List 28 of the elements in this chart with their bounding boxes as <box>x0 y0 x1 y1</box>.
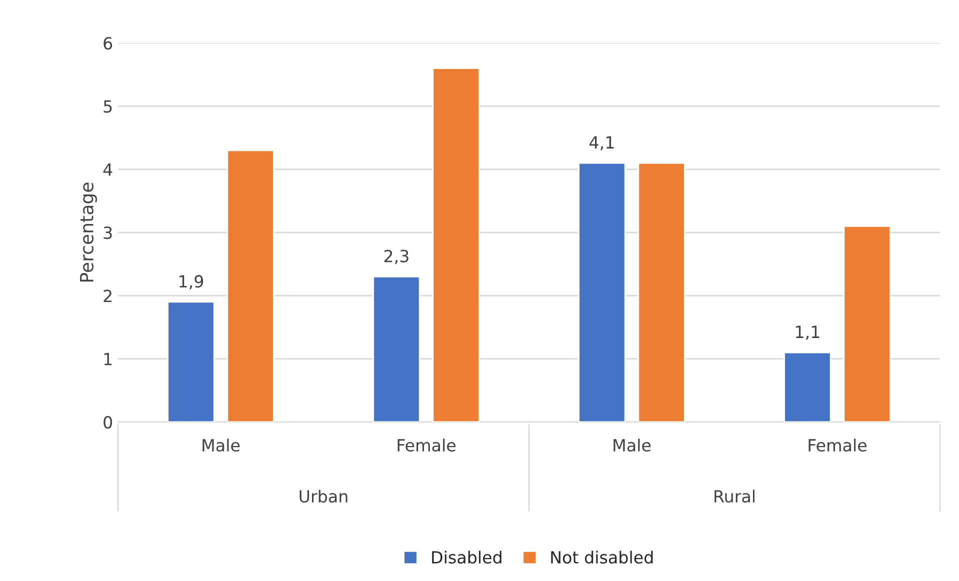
bar <box>578 162 626 422</box>
x-tick-label: Male <box>202 438 240 452</box>
bar <box>843 225 891 422</box>
y-tick-label: 1 <box>104 353 112 366</box>
y-axis-title: Percentage <box>80 182 97 282</box>
x-tick-label: Female <box>808 438 866 452</box>
bar <box>638 162 686 422</box>
bar <box>784 352 832 422</box>
data-label: 1,1 <box>796 326 820 340</box>
bar <box>432 68 480 422</box>
y-tick-label: 3 <box>104 226 112 240</box>
y-tick-label: 6 <box>104 36 112 50</box>
x-tick-label: Female <box>398 438 456 452</box>
y-tick-label: 0 <box>104 416 112 429</box>
y-tick-label: 4 <box>103 164 112 176</box>
data-label: 2,3 <box>384 250 408 264</box>
bar <box>167 301 215 422</box>
bar <box>372 276 420 422</box>
legend-label: Disabled <box>432 550 502 564</box>
text: Rural <box>714 490 754 503</box>
data-label: 4,1 <box>590 136 614 150</box>
y-tick-label: 2 <box>104 290 112 302</box>
y-tick-label: 5 <box>104 100 112 113</box>
text: Urban <box>300 490 348 503</box>
bar <box>226 150 274 422</box>
data-label: 1,9 <box>180 275 204 290</box>
legend-label: Not disabled <box>551 550 653 564</box>
x-tick-label: Male <box>614 438 651 452</box>
